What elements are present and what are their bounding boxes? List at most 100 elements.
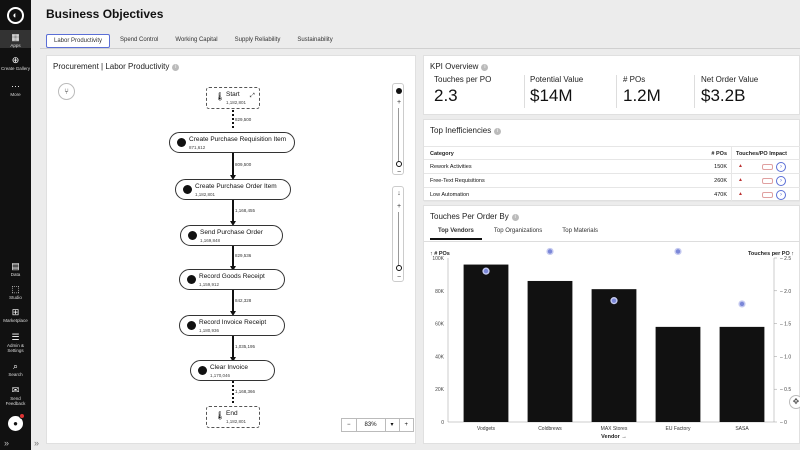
node-end[interactable]: 🌡 End 1,182,801: [206, 406, 260, 428]
kpi-divider: [524, 75, 525, 108]
info-icon[interactable]: i: [511, 214, 519, 221]
info-icon[interactable]: i: [172, 64, 180, 71]
info-icon[interactable]: i: [481, 64, 489, 71]
zoom-dropdown-icon[interactable]: ▾: [386, 419, 400, 431]
table-row[interactable]: Low Automation 470K ▲ ›: [424, 188, 800, 202]
expand-icon[interactable]: ⤢: [250, 93, 255, 99]
x-tick-label: SASA: [735, 426, 749, 432]
edge-label: 809,500: [235, 162, 252, 167]
table-header: Category # POs Touches/PO Impact: [424, 146, 800, 161]
activity-slider[interactable]: + −: [392, 83, 404, 176]
tab-working-capital[interactable]: Working Capital: [175, 37, 218, 43]
rail-item-data[interactable]: ▤ Data: [10, 261, 21, 278]
y-tick-right: – 0.5: [780, 387, 791, 393]
gallery-icon: ⊕: [11, 55, 20, 65]
trend-up-icon: ▲: [738, 163, 743, 169]
rail-item-marketplace[interactable]: ⊞ Marketplace: [3, 307, 28, 324]
tab-supply-reliability[interactable]: Supply Reliability: [234, 37, 281, 43]
bar: [591, 289, 637, 422]
edge-label: 829,536: [235, 253, 252, 258]
row-detail-button[interactable]: ›: [776, 176, 786, 186]
edge: [232, 153, 234, 177]
kpi-num-pos[interactable]: # POs 1.2M: [623, 75, 661, 105]
studio-icon: ⬚: [11, 284, 20, 294]
col-category[interactable]: Category: [430, 151, 454, 157]
tab-top-materials[interactable]: Top Materials: [562, 228, 598, 234]
x-tick-label: MAX Stores: [601, 426, 628, 432]
sparkline-icon: [762, 178, 773, 184]
node-clear-invoice[interactable]: Clear Invoice 1,170,046: [190, 360, 275, 381]
table-row[interactable]: Free-Text Requisitions 260K ▲ ›: [424, 174, 800, 188]
slider-arrow-icon: ↓: [397, 190, 401, 197]
edge-label: 1,168,366: [235, 389, 256, 394]
x-tick-label: Coldbrews: [538, 426, 562, 432]
col-pos[interactable]: # POs: [711, 151, 727, 157]
rail-item-create-gallery[interactable]: ⊕ Create Gallery: [0, 55, 30, 72]
slider-knob[interactable]: [396, 161, 402, 167]
zoom-out-button[interactable]: −: [342, 419, 357, 431]
kpi-potential-value[interactable]: Potential Value $14M: [530, 75, 584, 105]
zoom-level[interactable]: 83%: [357, 419, 386, 431]
rail-item-admin-settings[interactable]: ☰ Admin & Settings: [6, 332, 24, 354]
apps-icon: ▦: [11, 32, 20, 42]
y-axis-right-label: Touches per PO ↑: [748, 251, 794, 257]
node-record-goods-receipt[interactable]: Record Goods Receipt 1,159,912: [179, 269, 285, 290]
rail-item-more[interactable]: ··· More: [10, 81, 21, 98]
process-map-title: Procurement | Labor Productivity i: [53, 62, 180, 71]
touches-tabs: Top Vendors Top Organizations Top Materi…: [430, 228, 610, 240]
connection-slider[interactable]: ↓ + −: [392, 186, 404, 282]
kpi-net-order-value[interactable]: Net Order Value $3.2B: [701, 75, 759, 105]
pan-tool-icon[interactable]: ✥: [789, 395, 800, 409]
rail-item-apps[interactable]: ▦ Apps: [0, 30, 31, 48]
activity-dot: [198, 366, 207, 375]
point: [547, 249, 553, 254]
col-impact[interactable]: Touches/PO Impact: [736, 151, 787, 157]
rail-item-send-feedback[interactable]: ✉ Send Feedback: [5, 385, 26, 407]
more-icon: ···: [11, 81, 20, 91]
node-send-purchase-order[interactable]: Send Purchase Order 1,169,848: [180, 225, 283, 246]
activity-dot: [188, 231, 197, 240]
expand-panel-icon[interactable]: »: [34, 438, 40, 448]
tab-labor-productivity[interactable]: Labor Productivity: [46, 34, 111, 48]
tab-top-organizations[interactable]: Top Organizations: [493, 228, 543, 234]
app-logo[interactable]: ◐: [7, 7, 24, 24]
kpi-touches-per-po[interactable]: Touches per PO 2.3: [434, 75, 492, 105]
slider-minus-button[interactable]: −: [396, 169, 402, 176]
tab-spend-control[interactable]: Spend Control: [120, 37, 159, 43]
touches-per-order-card: Touches Per Order By i Top Vendors Top Or…: [423, 205, 800, 444]
zoom-in-button[interactable]: +: [404, 422, 409, 428]
slider-knob[interactable]: [396, 88, 402, 94]
x-axis-label: Vendor →: [601, 434, 627, 440]
node-create-purchase-order-item[interactable]: Create Purchase Order Item 1,182,801: [175, 179, 291, 200]
row-detail-button[interactable]: ›: [776, 190, 786, 200]
node-record-invoice-receipt[interactable]: Record Invoice Receipt 1,180,936: [179, 315, 285, 336]
inefficiencies-table: Category # POs Touches/PO Impact Rework …: [424, 146, 800, 202]
tab-sustainability[interactable]: Sustainability: [297, 37, 333, 43]
rail-item-studio[interactable]: ⬚ Studio: [9, 284, 22, 301]
rail-item-search[interactable]: ⌕ Search: [8, 361, 23, 378]
kpi-overview-title: KPI Overview i: [430, 62, 489, 71]
edge: [232, 290, 234, 313]
bar: [655, 326, 701, 422]
point: [739, 301, 745, 307]
row-detail-button[interactable]: ›: [776, 162, 786, 172]
node-create-purchase-requisition-item[interactable]: Create Purchase Requisition Item 871,612: [169, 132, 295, 153]
collapse-rail-icon[interactable]: »: [4, 438, 10, 448]
slider-knob[interactable]: [396, 265, 402, 271]
slider-plus-button[interactable]: +: [396, 99, 402, 106]
slider-track: [398, 212, 399, 267]
edge: [232, 246, 234, 268]
left-nav-rail: ◐ ▦ Apps ⊕ Create Gallery ··· More ▤ Data ⬚ S…: [0, 0, 31, 450]
user-avatar[interactable]: ●: [8, 416, 23, 431]
info-icon[interactable]: i: [494, 128, 502, 135]
point: [483, 268, 489, 274]
slider-plus-button[interactable]: +: [396, 203, 402, 210]
edge: [232, 381, 234, 405]
node-start[interactable]: 🌡 Start 1,182,801 ⤢: [206, 87, 260, 109]
slider-minus-button[interactable]: −: [396, 274, 402, 281]
table-row[interactable]: Rework Activities 150K ▲ ›: [424, 160, 800, 174]
settings-icon: ☰: [11, 332, 20, 342]
y-tick-left: 60K: [435, 322, 445, 328]
tab-top-vendors[interactable]: Top Vendors: [430, 228, 482, 240]
process-explorer-icon[interactable]: ⑂: [58, 83, 75, 100]
